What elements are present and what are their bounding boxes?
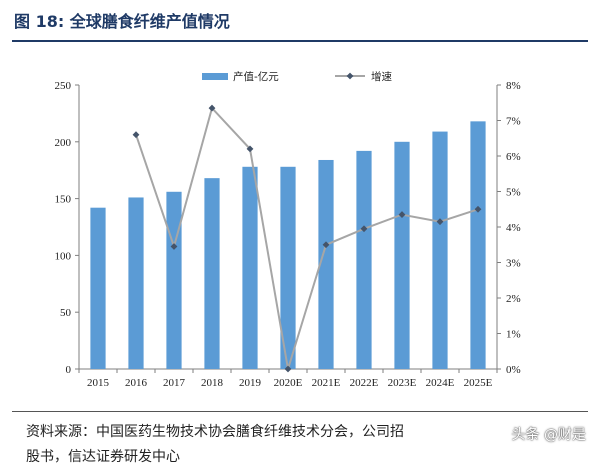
growth-line <box>135 106 479 370</box>
left-tick-label: 150 <box>55 194 72 206</box>
left-tick-label: 200 <box>55 137 72 149</box>
bar <box>90 207 106 369</box>
x-tick-label: 2016 <box>125 377 148 389</box>
legend-bar-swatch <box>202 73 228 80</box>
bar <box>166 191 182 369</box>
left-tick-label: 0 <box>66 364 72 376</box>
bar <box>204 178 220 369</box>
right-tick-label: 3% <box>506 258 521 270</box>
right-tick-label: 7% <box>506 116 521 128</box>
watermark: 头条 @财是 <box>511 427 586 443</box>
right-tick-label: 2% <box>506 293 521 305</box>
right-tick-label: 4% <box>506 222 521 234</box>
left-tick-label: 50 <box>60 307 72 319</box>
title-divider <box>12 40 588 42</box>
x-tick-label: 2024E <box>426 377 455 389</box>
chart: 0 50 100 150 200 250 0% 1% 2% 3% 4% 5% 6% 7% 8% 2015 201… <box>55 70 521 389</box>
legend-line-label: 增速 <box>371 70 392 83</box>
bar <box>394 141 410 369</box>
bar <box>470 121 486 369</box>
x-tick-label: 2017 <box>163 377 186 389</box>
bar <box>242 166 258 369</box>
bar <box>318 159 334 369</box>
right-tick-label: 8% <box>506 80 521 92</box>
right-tick-label: 0% <box>506 364 521 376</box>
bar <box>280 166 296 369</box>
growth-point <box>436 218 444 226</box>
x-tick-label: 2015 <box>87 377 110 389</box>
x-tick-label: 2018 <box>201 377 224 389</box>
growth-point <box>132 131 140 139</box>
x-tick-label: 2022E <box>350 377 379 389</box>
growth-point <box>246 145 254 153</box>
x-tick-label: 2023E <box>388 377 417 389</box>
legend-line-marker <box>346 72 354 80</box>
growth-point <box>284 365 292 373</box>
right-tick-label: 1% <box>506 329 521 341</box>
x-tick-label: 2021E <box>312 377 341 389</box>
growth-point <box>474 205 482 213</box>
right-tick-label: 5% <box>506 187 521 199</box>
source-note-line2: 股书，信达证券研发中心 <box>26 449 180 465</box>
x-tick-label: 2025E <box>464 377 493 389</box>
growth-point <box>170 243 178 250</box>
growth-point <box>208 104 216 112</box>
legend-bar-label: 产值-亿元 <box>233 70 279 83</box>
bar <box>128 197 144 369</box>
bar <box>432 131 448 369</box>
left-tick-label: 100 <box>55 250 72 262</box>
source-divider <box>12 411 588 412</box>
x-tick-label: 2020E <box>274 377 303 389</box>
figure-title: 图 18: 全球膳食纤维产值情况 <box>14 12 230 31</box>
source-note: 资料来源：中国医药生物技术协会膳食纤维技术分会，公司招 <box>26 424 404 440</box>
growth-point <box>322 241 330 249</box>
x-tick-label: 2019 <box>239 377 262 389</box>
bar <box>356 150 372 369</box>
growth-point <box>360 225 368 233</box>
right-tick-label: 6% <box>506 151 521 163</box>
growth-point <box>398 211 406 218</box>
left-tick-label: 250 <box>55 80 72 92</box>
